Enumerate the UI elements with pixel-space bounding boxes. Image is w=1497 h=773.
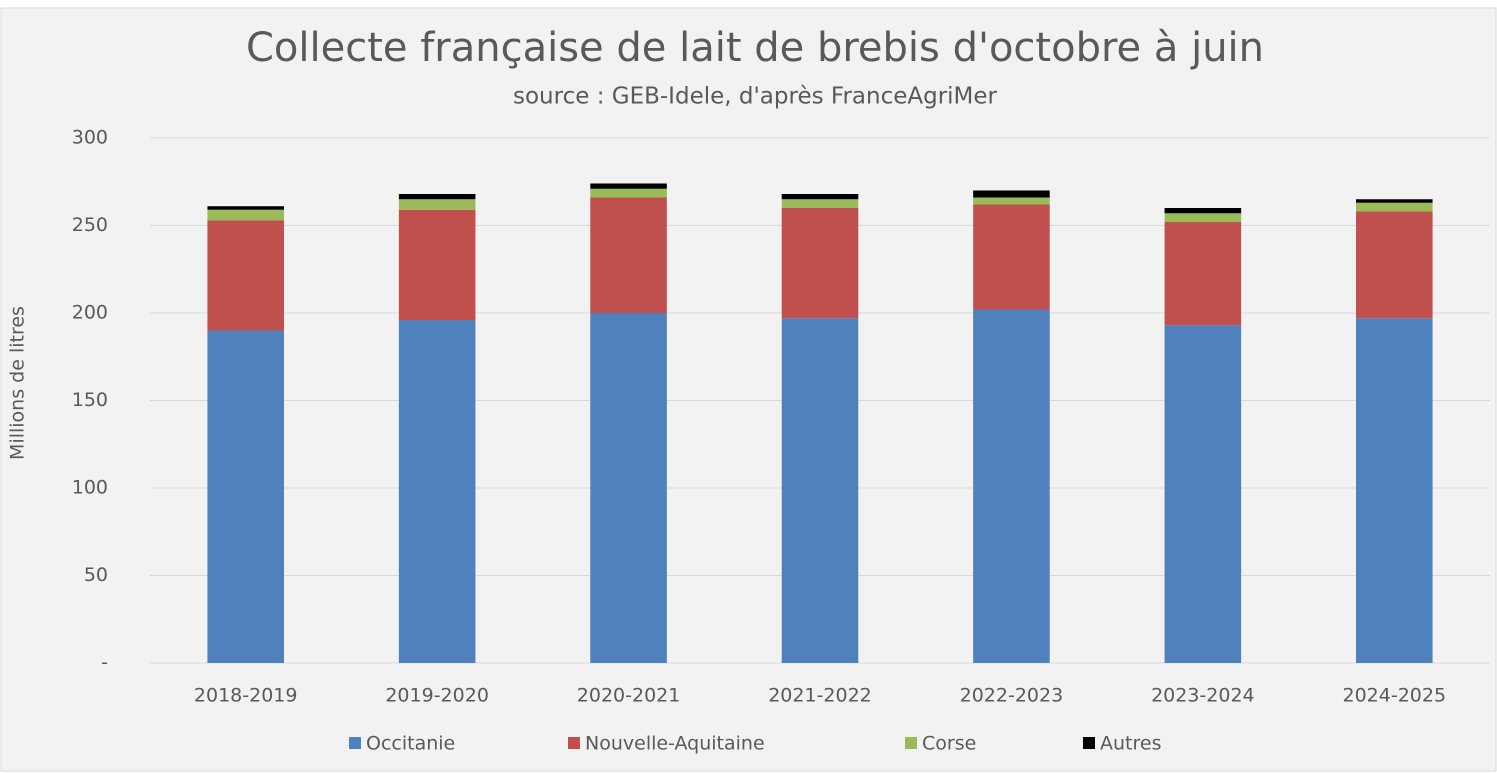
- x-tick-label: 2020-2021: [577, 685, 681, 707]
- bar-segment: [973, 309, 1050, 663]
- x-tick-label: 2019-2020: [385, 685, 489, 707]
- bar-segment: [1356, 211, 1433, 319]
- bar-segment: [1164, 208, 1242, 214]
- y-tick-label: -: [101, 652, 108, 674]
- legend-swatch: [1083, 737, 1095, 749]
- bar-segment: [398, 194, 476, 200]
- bar-segment: [590, 313, 667, 663]
- bar-segment: [781, 318, 859, 663]
- legend-swatch: [349, 737, 361, 749]
- y-tick-label: 150: [72, 389, 108, 411]
- bar-segment: [1356, 199, 1433, 203]
- bar-segment: [398, 199, 476, 210]
- bar-segment: [973, 204, 1050, 310]
- bar-segment: [207, 206, 284, 210]
- legend-label: Occitanie: [366, 733, 455, 755]
- legend-label: Nouvelle-Aquitaine: [585, 733, 765, 755]
- bar-segment: [973, 197, 1050, 205]
- chart-subtitle: source : GEB-Idele, d'après FranceAgriMe…: [513, 84, 998, 110]
- y-tick-label: 100: [72, 477, 108, 499]
- bar-segment: [1356, 318, 1433, 663]
- bar-segment: [398, 209, 476, 320]
- legend-label: Autres: [1100, 733, 1161, 755]
- bar-segment: [781, 208, 859, 319]
- x-tick-label: 2018-2019: [194, 685, 298, 707]
- bar-segment: [781, 199, 859, 208]
- bar-segment: [1356, 202, 1433, 212]
- y-tick-label: 50: [84, 564, 108, 586]
- bar-segment: [590, 183, 667, 189]
- bar-segment: [207, 209, 284, 221]
- bar-segment: [1164, 213, 1242, 222]
- bar-segment: [1164, 325, 1242, 663]
- bar-segment: [207, 330, 284, 663]
- x-tick-label: 2023-2024: [1151, 685, 1255, 707]
- bar-segment: [781, 194, 859, 200]
- x-tick-label: 2024-2025: [1342, 685, 1446, 707]
- y-axis-label: Millions de litres: [7, 306, 29, 460]
- bar-segment: [398, 320, 476, 663]
- legend-label: Corse: [922, 733, 976, 755]
- x-tick-label: 2021-2022: [768, 685, 872, 707]
- chart-title: Collecte française de lait de brebis d'o…: [246, 25, 1264, 71]
- y-tick-label: 300: [72, 127, 108, 149]
- bar-segment: [973, 190, 1050, 198]
- bar-segment: [590, 197, 667, 313]
- bar-segment: [590, 188, 667, 198]
- legend-swatch: [568, 737, 580, 749]
- y-tick-label: 200: [72, 302, 108, 324]
- bar-segment: [1164, 222, 1242, 326]
- legend-swatch: [905, 737, 917, 749]
- bar-segment: [207, 220, 284, 331]
- y-tick-label: 250: [72, 214, 108, 236]
- x-tick-label: 2022-2023: [960, 685, 1064, 707]
